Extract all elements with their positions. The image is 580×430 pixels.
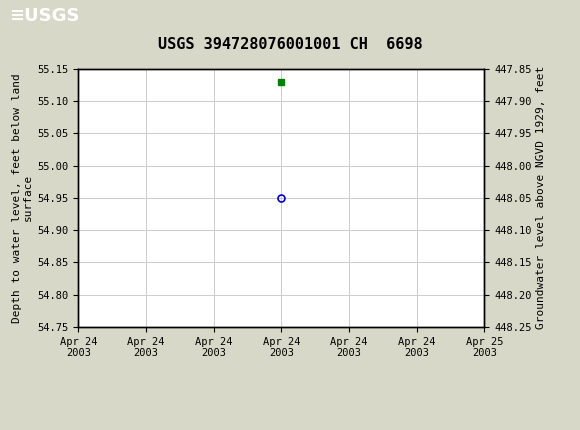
Y-axis label: Groundwater level above NGVD 1929, feet: Groundwater level above NGVD 1929, feet — [536, 66, 546, 329]
Y-axis label: Depth to water level, feet below land
surface: Depth to water level, feet below land su… — [12, 73, 33, 322]
Text: USGS 394728076001001 CH  6698: USGS 394728076001001 CH 6698 — [158, 37, 422, 52]
Text: ≡USGS: ≡USGS — [9, 7, 79, 25]
